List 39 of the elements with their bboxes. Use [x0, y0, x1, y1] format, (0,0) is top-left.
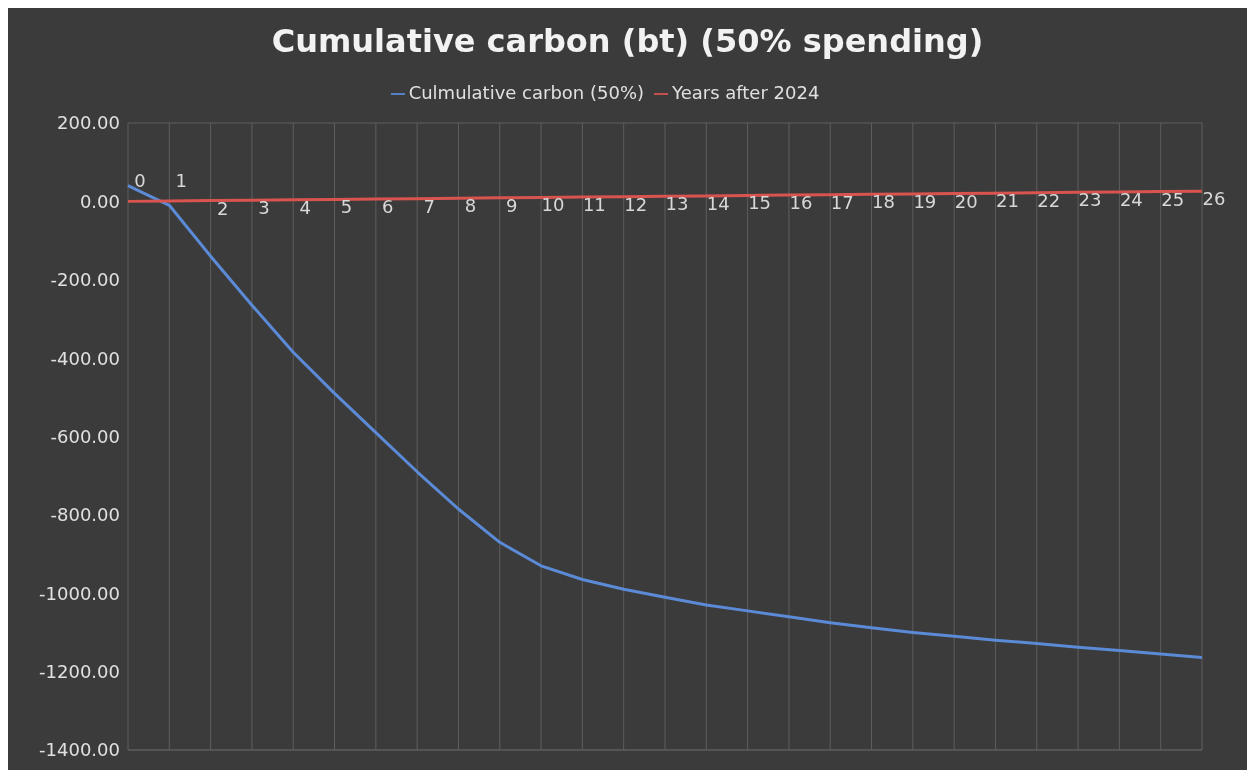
- data-label: 20: [954, 190, 978, 212]
- data-label: 22: [1037, 189, 1061, 211]
- data-label: 21: [996, 190, 1019, 212]
- y-tick-label: -1200.00: [39, 661, 120, 683]
- y-tick-label: -200.00: [50, 269, 120, 291]
- data-label: 14: [706, 192, 730, 214]
- y-tick-label: 200.00: [57, 112, 120, 134]
- data-label: 17: [830, 191, 854, 213]
- legend-label: Culmulative carbon (50%): [408, 82, 645, 103]
- data-label: 24: [1119, 188, 1143, 210]
- data-label: 13: [665, 193, 689, 215]
- data-label: 1: [175, 169, 188, 191]
- y-tick-label: -1000.00: [39, 582, 120, 604]
- y-tick-label: -400.00: [50, 347, 120, 369]
- chart-title: Cumulative carbon (bt) (50% spending): [270, 21, 985, 62]
- y-tick-label: -1400.00: [39, 739, 120, 761]
- data-label: 25: [1161, 188, 1185, 210]
- data-label: 9: [506, 194, 518, 216]
- data-label: 12: [624, 193, 648, 215]
- data-label: 2: [216, 197, 229, 219]
- data-label: 16: [789, 192, 813, 214]
- data-label: 11: [582, 194, 606, 216]
- y-tick-label: -600.00: [50, 425, 120, 447]
- data-label: 19: [913, 190, 937, 212]
- data-label: 8: [464, 195, 477, 217]
- data-label: 5: [340, 196, 353, 218]
- y-tick-label: 0.00: [79, 190, 120, 212]
- data-label: 6: [382, 196, 394, 218]
- data-label: 3: [258, 197, 270, 219]
- data-label: 7: [423, 195, 435, 217]
- data-label: 4: [299, 196, 311, 218]
- y-tick-label: -800.00: [50, 504, 120, 526]
- data-label: 26: [1202, 188, 1226, 210]
- data-label: 10: [541, 194, 565, 216]
- legend-label: Years after 2024: [672, 82, 820, 103]
- data-label: 15: [748, 192, 772, 214]
- data-label: 0: [134, 170, 146, 192]
- data-label: 18: [872, 191, 895, 213]
- data-label: 23: [1078, 189, 1102, 211]
